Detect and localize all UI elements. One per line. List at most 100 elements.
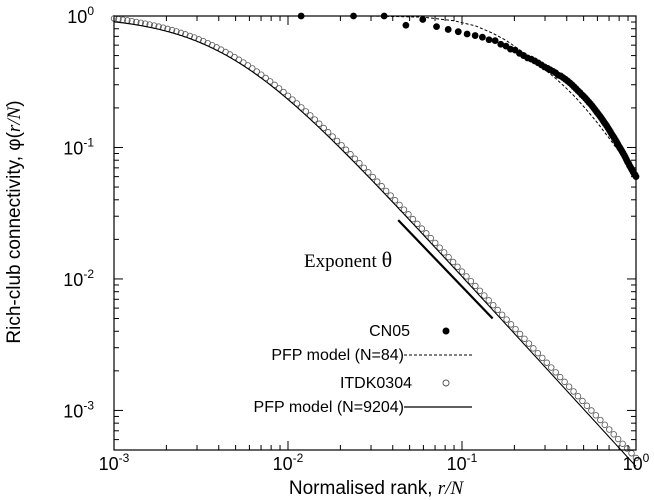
itdk0304-point [610,431,617,438]
itdk0304-point [472,282,479,290]
itdk0304-point [432,239,439,247]
series-layer [110,12,640,467]
itdk0304-point [271,81,278,89]
itdk0304-point [534,349,542,357]
legend: CN05 PFP model (N=84) ITDK0304 PFP model… [254,323,472,416]
itdk0304-point [440,249,448,256]
itdk0304-point [601,421,608,428]
x-axis-label: Normalised rank, r/N [289,478,465,499]
itdk0304-point [338,142,345,149]
itdk0304-point [307,112,314,119]
legend-marker-itdk [442,379,450,387]
itdk0304-point [414,220,421,228]
itdk0304-point [302,108,310,115]
cn05-point [463,30,471,38]
cn05-point [491,37,499,44]
itdk0304-point [316,120,323,127]
itdk0304-point [565,383,573,390]
itdk0304-point [284,92,292,99]
itdk0304-point [614,435,622,443]
itdk0304-point [324,129,332,136]
itdk0304-point [539,354,546,362]
cn05-point [402,21,410,29]
cn05-point [454,28,462,36]
itdk0304-point [606,426,613,433]
cn05-point [419,16,427,23]
cn05-point [479,33,486,41]
itdk0304-point [458,268,466,275]
y-tick-label: 10-3 [63,398,94,421]
itdk0304-point [333,137,341,145]
itdk0304-point [280,88,287,96]
axis-ticks [113,15,637,451]
x-tick-label: 10-2 [273,451,304,474]
itdk0304-point [298,104,305,111]
legend-label-pfp9204: PFP model (N=9204) [254,399,404,416]
exponent-line [397,219,494,320]
itdk0304-point [467,277,475,285]
axis-labels: 10-3 10-2 10-1 100 10-3 10-2 10-1 100 [63,4,649,474]
legend-marker-cn05 [442,327,450,335]
itdk0304-point [592,412,600,419]
itdk0304-point [476,287,484,294]
itdk0304-point [311,116,318,123]
itdk0304-point [619,440,626,447]
itdk0304-point [632,454,640,462]
itdk0304-point [396,201,403,209]
cn05-point [433,23,440,31]
itdk0304-point [342,146,350,153]
itdk0304-point [579,397,586,405]
itdk0304-point [365,169,372,176]
plot-frame [113,15,637,451]
legend-label-cn05: CN05 [369,323,410,340]
itdk0304-point [521,335,528,342]
itdk0304-point [409,215,417,223]
pfp-9204-line [113,21,637,467]
itdk0304-point [463,273,470,280]
itdk0304-point [445,254,452,261]
itdk0304-point [405,211,412,218]
y-axis-label: Rich-club connectivity, φ(r/N) [4,100,25,343]
cn05-point [497,40,505,48]
itdk0304-point [449,258,457,266]
cn05-point [471,32,479,39]
exponent-annotation: Exponent θ [304,247,392,272]
itdk0304-point [293,100,301,107]
itdk0304-point [548,364,555,371]
itdk0304-point [507,321,515,328]
itdk0304-point [498,311,506,318]
itdk0304-point [516,330,524,338]
y-tick-label: 100 [67,4,94,27]
itdk0304-point [391,197,399,204]
itdk0304-point [503,316,510,323]
itdk0304-point [347,151,354,158]
itdk0304-point [530,345,537,352]
itdk0304-point [351,155,359,162]
itdk0304-point [481,292,488,299]
x-tick-label: 10-1 [447,451,478,474]
x-tick-label: 100 [623,451,650,474]
cn05-point [444,26,452,33]
itdk0304-point [289,96,296,103]
itdk0304-point [561,378,568,386]
y-tick-label: 10-2 [63,267,94,290]
itdk0304-point [427,234,434,242]
itdk0304-point [369,173,376,181]
itdk0304-point [583,402,591,409]
legend-label-pfp84: PFP model (N=84) [271,347,404,364]
itdk0304-point [623,445,631,452]
itdk0304-point [543,359,550,366]
legend-label-itdk: ITDK0304 [340,375,412,392]
itdk0304-point [454,263,461,270]
itdk0304-point [378,183,385,190]
itdk0304-point [494,306,501,314]
itdk0304-point [382,187,390,195]
x-tick-label: 10-3 [99,451,130,474]
itdk0304-point [574,393,582,400]
itdk0304-point [387,192,394,199]
itdk0304-point [485,297,492,304]
itdk0304-point [374,178,381,185]
itdk0304-point [552,369,559,376]
itdk0304-point [512,325,519,333]
